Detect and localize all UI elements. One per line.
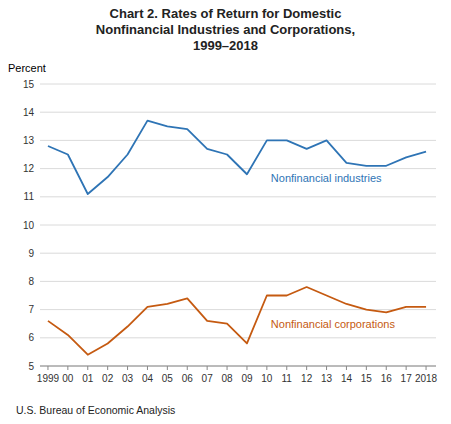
x-tick-label: 00 xyxy=(62,373,74,384)
x-tick-label: 07 xyxy=(202,373,214,384)
x-tick-label: 06 xyxy=(182,373,194,384)
y-axis-label: Percent xyxy=(8,62,46,74)
y-axis: 5 6 7 8 9 10 11 12 13 14 15 xyxy=(23,79,436,372)
x-tick xyxy=(346,366,347,370)
x-axis: 199900 01 02 03 04 05 06 07 08 09 10 11 12 13 14 15 16 17… xyxy=(37,366,438,384)
x-tick-label: 1999 xyxy=(37,373,60,384)
x-tick xyxy=(326,366,327,370)
grid-line xyxy=(40,196,436,197)
line-labels: Nonfinancial industries Nonfinancial corp… xyxy=(271,172,396,331)
series-line xyxy=(48,287,426,355)
y-tick-label: 5 xyxy=(28,361,34,372)
x-tick-label: 03 xyxy=(122,373,134,384)
y-tick-label: 7 xyxy=(28,304,34,315)
grid-line xyxy=(40,140,436,141)
series-label: Nonfinancial industries xyxy=(271,172,382,184)
x-tick xyxy=(87,366,88,370)
x-tick xyxy=(366,366,367,370)
y-tick-label: 12 xyxy=(23,163,35,174)
x-tick xyxy=(167,366,168,370)
x-tick xyxy=(207,366,208,370)
x-tick xyxy=(67,366,68,370)
y-tick-label: 8 xyxy=(28,276,34,287)
x-tick xyxy=(306,366,307,370)
footer: U.S. Bureau of Economic Analysis xyxy=(16,404,175,416)
x-tick xyxy=(286,366,287,370)
x-tick-label: 17 xyxy=(401,373,413,384)
grid-line xyxy=(40,281,436,282)
chart: Chart 2. Rates of Return for DomesticNon… xyxy=(0,0,451,424)
x-tick-label: 08 xyxy=(221,373,233,384)
grid-line xyxy=(40,253,436,254)
x-tick xyxy=(47,366,48,370)
grid-line xyxy=(40,225,436,226)
x-tick-label: 2018 xyxy=(415,373,438,384)
grid-line xyxy=(40,337,436,338)
y-tick-label: 11 xyxy=(24,191,35,202)
x-tick-label: 11 xyxy=(282,373,293,384)
x-tick-label: 10 xyxy=(261,373,273,384)
grid-line xyxy=(40,112,436,113)
x-tick xyxy=(187,366,188,370)
x-tick xyxy=(227,366,228,370)
x-tick xyxy=(127,366,128,370)
x-tick-label: 14 xyxy=(341,373,353,384)
x-tick-label: 16 xyxy=(381,373,393,384)
y-tick-label: 10 xyxy=(23,220,35,231)
x-tick xyxy=(406,366,407,370)
x-tick xyxy=(386,366,387,370)
x-tick-label: 01 xyxy=(82,373,94,384)
x-tick-label: 04 xyxy=(142,373,154,384)
grid-line xyxy=(40,309,436,310)
x-axis-line xyxy=(40,366,436,367)
grid-line xyxy=(40,84,436,85)
y-tick-label: 13 xyxy=(23,135,35,146)
x-tick-label: 15 xyxy=(361,373,373,384)
series-line xyxy=(48,121,426,194)
x-tick xyxy=(426,366,427,370)
y-tick-label: 6 xyxy=(28,332,34,343)
x-tick-label: 13 xyxy=(321,373,333,384)
x-tick xyxy=(246,366,247,370)
x-tick xyxy=(107,366,108,370)
lines xyxy=(48,121,426,355)
x-tick-label: 09 xyxy=(241,373,253,384)
x-tick-label: 02 xyxy=(102,373,114,384)
grid-line xyxy=(40,168,436,169)
title: Chart 2. Rates of Return for DomesticNon… xyxy=(96,6,355,53)
grid-line xyxy=(40,366,436,367)
x-tick-label: 05 xyxy=(162,373,174,384)
y-tick-label: 9 xyxy=(28,248,34,259)
x-tick xyxy=(147,366,148,370)
y-tick-label: 14 xyxy=(23,107,35,118)
x-tick xyxy=(266,366,267,370)
x-tick-label: 12 xyxy=(301,373,313,384)
series-label: Nonfinancial corporations xyxy=(271,318,396,330)
y-tick-label: 15 xyxy=(23,79,35,90)
